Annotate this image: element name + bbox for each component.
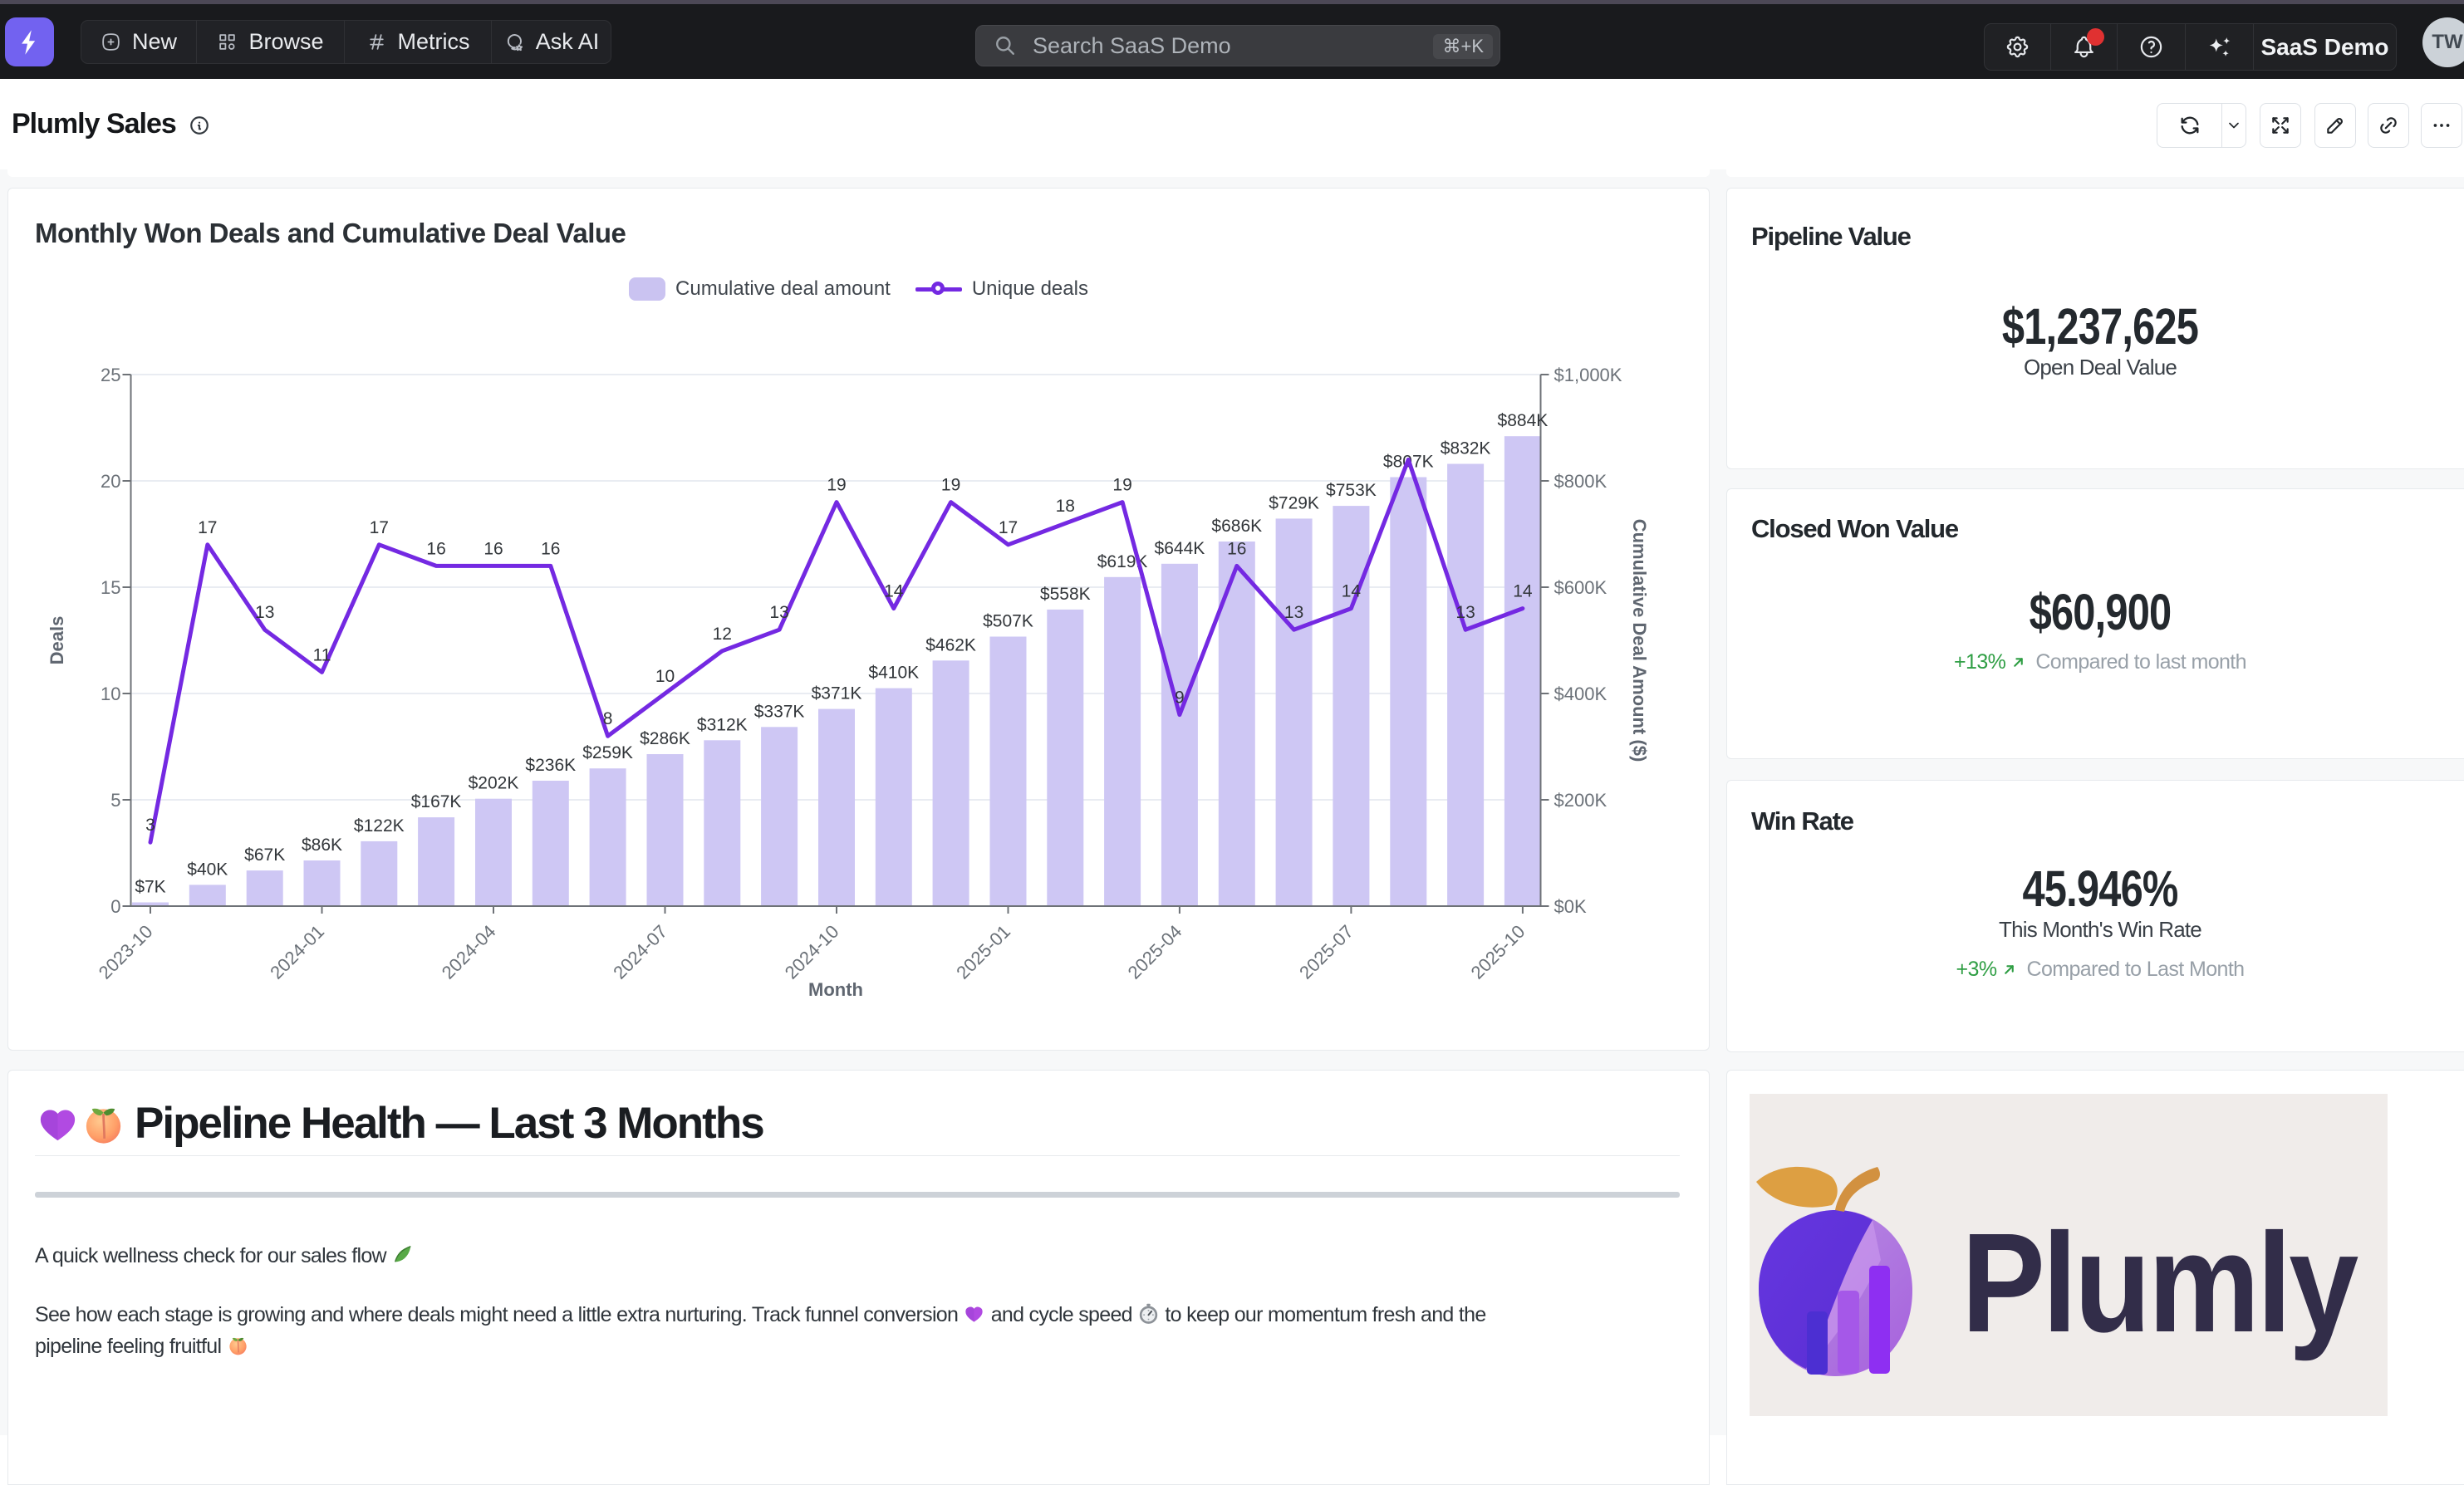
svg-text:$40K: $40K	[187, 860, 228, 879]
svg-text:0: 0	[110, 896, 120, 917]
svg-text:9: 9	[1175, 689, 1185, 708]
svg-text:16: 16	[1227, 539, 1246, 558]
svg-text:2025-04: 2025-04	[1124, 921, 1186, 983]
svg-text:19: 19	[941, 476, 960, 495]
svg-text:2025-10: 2025-10	[1467, 921, 1529, 983]
svg-text:2024-07: 2024-07	[609, 921, 671, 983]
svg-text:18: 18	[1056, 497, 1075, 516]
svg-text:$259K: $259K	[582, 743, 633, 762]
svg-text:Monthly Won Deals and Cumulati: Monthly Won Deals and Cumulative Deal Va…	[35, 218, 626, 248]
svg-text:20: 20	[101, 471, 120, 492]
svg-text:$236K: $236K	[525, 756, 576, 775]
svg-text:14: 14	[1342, 582, 1362, 601]
svg-text:11: 11	[313, 645, 331, 664]
svg-text:Cumulative Deal Amount ($): Cumulative Deal Amount ($)	[1629, 519, 1650, 762]
svg-text:19: 19	[1112, 476, 1131, 495]
svg-text:Month: Month	[808, 979, 863, 1000]
svg-text:2024-10: 2024-10	[781, 921, 843, 983]
svg-text:$729K: $729K	[1269, 493, 1319, 512]
svg-text:2025-07: 2025-07	[1295, 921, 1357, 983]
svg-text:2024-01: 2024-01	[266, 921, 328, 983]
svg-text:14: 14	[1513, 582, 1533, 601]
svg-text:19: 19	[827, 476, 846, 495]
svg-text:17: 17	[198, 518, 217, 537]
svg-text:15: 15	[101, 577, 120, 598]
svg-text:$122K: $122K	[354, 816, 405, 836]
svg-text:17: 17	[370, 518, 389, 537]
svg-text:2025-01: 2025-01	[952, 921, 1014, 983]
svg-text:$0K: $0K	[1554, 896, 1587, 917]
svg-text:$200K: $200K	[1554, 790, 1607, 811]
svg-text:$167K: $167K	[411, 792, 462, 811]
svg-text:16: 16	[426, 539, 445, 558]
svg-text:$644K: $644K	[1155, 539, 1205, 558]
svg-text:$800K: $800K	[1554, 471, 1607, 492]
svg-text:$286K: $286K	[640, 729, 690, 748]
svg-text:5: 5	[110, 790, 120, 811]
svg-text:$86K: $86K	[302, 836, 342, 855]
svg-text:$7K: $7K	[135, 878, 165, 897]
svg-text:25: 25	[101, 365, 120, 385]
svg-text:$753K: $753K	[1326, 481, 1377, 500]
svg-text:8: 8	[603, 709, 613, 728]
svg-text:Plumly: Plumly	[1961, 1204, 2358, 1362]
svg-text:2024-04: 2024-04	[438, 921, 500, 983]
svg-text:$1,000K: $1,000K	[1554, 365, 1622, 385]
svg-text:$400K: $400K	[1554, 684, 1607, 704]
svg-text:$462K: $462K	[925, 635, 976, 654]
svg-text:10: 10	[655, 667, 675, 686]
svg-text:$686K: $686K	[1211, 517, 1262, 536]
svg-text:13: 13	[255, 603, 274, 622]
svg-text:10: 10	[101, 684, 120, 704]
svg-text:$600K: $600K	[1554, 577, 1607, 598]
svg-text:13: 13	[1284, 603, 1303, 622]
svg-text:$337K: $337K	[754, 702, 805, 721]
svg-text:16: 16	[483, 539, 503, 558]
svg-text:$67K: $67K	[244, 845, 285, 865]
svg-text:12: 12	[713, 625, 732, 644]
svg-text:$371K: $371K	[812, 684, 862, 703]
svg-text:Deals: Deals	[47, 616, 67, 665]
svg-text:$410K: $410K	[868, 664, 919, 683]
svg-text:16: 16	[541, 539, 560, 558]
svg-text:$832K: $832K	[1441, 439, 1491, 458]
svg-text:13: 13	[769, 603, 788, 622]
svg-text:14: 14	[884, 582, 904, 601]
svg-text:$202K: $202K	[469, 774, 519, 793]
svg-text:3: 3	[145, 816, 155, 835]
svg-text:2023-10: 2023-10	[95, 921, 157, 983]
svg-text:$507K: $507K	[983, 612, 1033, 631]
svg-text:13: 13	[1455, 603, 1475, 622]
svg-text:$884K: $884K	[1498, 411, 1549, 430]
svg-text:$558K: $558K	[1040, 585, 1091, 604]
svg-text:$312K: $312K	[697, 715, 748, 734]
svg-text:17: 17	[999, 518, 1018, 537]
